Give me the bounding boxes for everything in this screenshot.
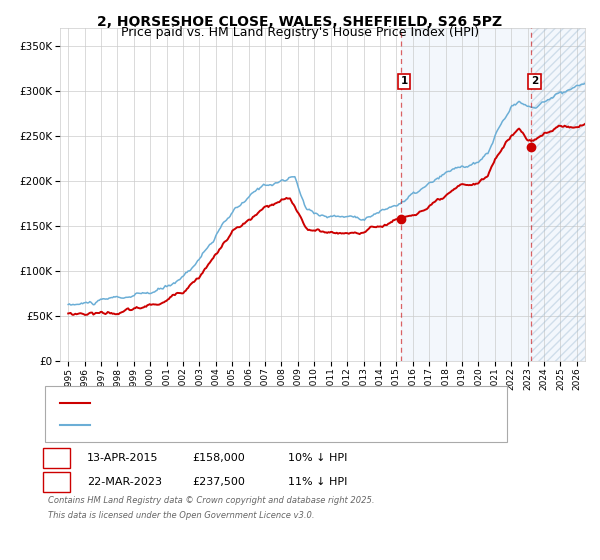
Text: 1: 1: [401, 76, 408, 86]
Text: 11% ↓ HPI: 11% ↓ HPI: [288, 477, 347, 487]
Text: 10% ↓ HPI: 10% ↓ HPI: [288, 452, 347, 463]
Text: 22-MAR-2023: 22-MAR-2023: [87, 477, 162, 487]
Text: Price paid vs. HM Land Registry's House Price Index (HPI): Price paid vs. HM Land Registry's House …: [121, 26, 479, 39]
Text: £237,500: £237,500: [192, 477, 245, 487]
Text: This data is licensed under the Open Government Licence v3.0.: This data is licensed under the Open Gov…: [48, 511, 314, 520]
Text: 2: 2: [531, 76, 538, 86]
Text: 2, HORSESHOE CLOSE, WALES, SHEFFIELD, S26 5PZ (detached house): 2, HORSESHOE CLOSE, WALES, SHEFFIELD, S2…: [93, 398, 458, 408]
Text: 2: 2: [53, 477, 60, 487]
Bar: [401, 28, 585, 361]
Text: 13-APR-2015: 13-APR-2015: [87, 452, 158, 463]
Text: 2, HORSESHOE CLOSE, WALES, SHEFFIELD, S26 5PZ: 2, HORSESHOE CLOSE, WALES, SHEFFIELD, S2…: [97, 15, 503, 29]
Text: HPI: Average price, detached house, Rotherham: HPI: Average price, detached house, Roth…: [93, 421, 343, 431]
Text: £158,000: £158,000: [192, 452, 245, 463]
Text: 1: 1: [53, 452, 60, 463]
Bar: [531, 28, 585, 361]
Text: Contains HM Land Registry data © Crown copyright and database right 2025.: Contains HM Land Registry data © Crown c…: [48, 496, 374, 505]
